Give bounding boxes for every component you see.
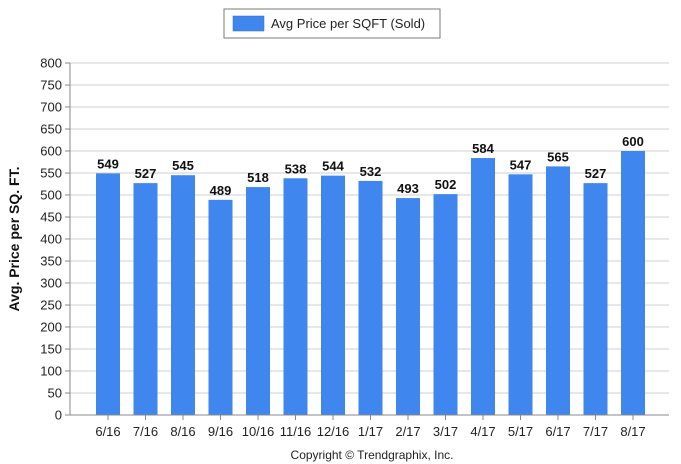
data-label: 544: [322, 159, 344, 174]
x-tick-label: 7/16: [133, 424, 158, 439]
y-tick-label: 450: [40, 210, 62, 225]
x-tick-label: 4/17: [470, 424, 495, 439]
bar: [133, 183, 158, 415]
bar: [96, 173, 120, 415]
x-tick-label: 10/16: [242, 424, 275, 439]
data-label: 527: [585, 166, 607, 181]
y-tick-label: 200: [40, 320, 62, 335]
data-label: 493: [397, 181, 419, 196]
bar: [546, 166, 570, 415]
data-label: 502: [435, 177, 457, 192]
legend: Avg Price per SQFT (Sold): [223, 8, 441, 39]
bar: [621, 151, 645, 415]
data-label: 489: [210, 183, 232, 198]
y-tick-label: 100: [40, 364, 62, 379]
y-tick-label: 500: [40, 188, 62, 203]
bar: [471, 158, 495, 416]
x-tick-label: 2/17: [395, 424, 420, 439]
y-tick-label: 350: [40, 254, 62, 269]
x-axis-ticks: 6/16 7/16 8/16 9/16 10/16 11/16 12/16 1/17 2/17 3…: [95, 415, 646, 439]
x-tick-label: 11/16: [280, 424, 312, 439]
bar: [208, 199, 233, 415]
bar: [358, 180, 383, 415]
data-label: 532: [360, 164, 382, 179]
x-tick-label: 7/17: [583, 424, 608, 439]
bars: [96, 151, 645, 416]
x-tick-label: 6/17: [545, 424, 570, 439]
bar: [508, 174, 533, 415]
y-tick-label: 800: [40, 56, 62, 71]
y-tick-label: 250: [40, 298, 62, 313]
y-tick-label: 150: [40, 342, 62, 357]
axes: [69, 63, 669, 416]
y-tick-label: 400: [40, 232, 62, 247]
y-tick-label: 0: [55, 408, 62, 423]
y-tick-label: 550: [40, 166, 62, 181]
y-tick-label: 600: [40, 144, 62, 159]
bar: [246, 187, 270, 415]
legend-swatch: [232, 15, 265, 32]
copyright-text: Copyright © Trendgraphix, Inc.: [291, 448, 454, 462]
bar: [321, 175, 345, 415]
bar: [583, 183, 608, 415]
x-tick-label: 6/16: [95, 424, 120, 439]
bar: [283, 178, 308, 415]
bar: [171, 175, 195, 415]
x-tick-label: 9/16: [208, 424, 233, 439]
data-label: 565: [547, 149, 569, 164]
data-label: 584: [472, 141, 494, 156]
x-tick-label: 8/17: [620, 424, 645, 439]
data-label: 547: [510, 157, 532, 172]
x-tick-label: 8/16: [170, 424, 195, 439]
y-axis-title: Avg. Price per SQ. FT.: [6, 167, 22, 312]
y-tick-label: 700: [40, 100, 62, 115]
x-tick-label: 12/16: [317, 424, 350, 439]
bar: [433, 194, 458, 415]
x-tick-label: 5/17: [508, 424, 533, 439]
y-tick-label: 750: [40, 78, 62, 93]
y-tick-label: 650: [40, 122, 62, 137]
legend-label: Avg Price per SQFT (Sold): [271, 16, 425, 31]
bar: [396, 198, 420, 415]
data-label: 600: [622, 134, 644, 149]
data-label: 527: [135, 166, 157, 181]
data-label: 549: [97, 156, 119, 171]
data-label: 538: [285, 161, 307, 176]
x-tick-label: 1/17: [358, 424, 383, 439]
x-tick-label: 3/17: [433, 424, 458, 439]
y-tick-label: 300: [40, 276, 62, 291]
y-tick-label: 50: [48, 386, 62, 401]
data-label: 518: [247, 170, 269, 185]
data-label: 545: [172, 158, 194, 173]
y-axis-ticks: 0 50 100 150 200 250 300 350 400 450 500 550 600 650 7…: [40, 56, 70, 423]
data-labels: 549 527 545 489 518 538 544 532 493 502 584 547 565 5…: [97, 134, 644, 198]
